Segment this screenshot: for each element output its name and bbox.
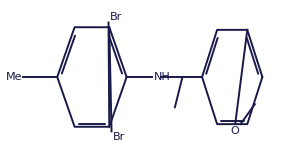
Text: NH: NH [154, 72, 170, 82]
Text: O: O [231, 126, 240, 136]
Text: Me: Me [6, 72, 22, 82]
Text: Br: Br [113, 132, 125, 142]
Text: Br: Br [110, 12, 122, 22]
